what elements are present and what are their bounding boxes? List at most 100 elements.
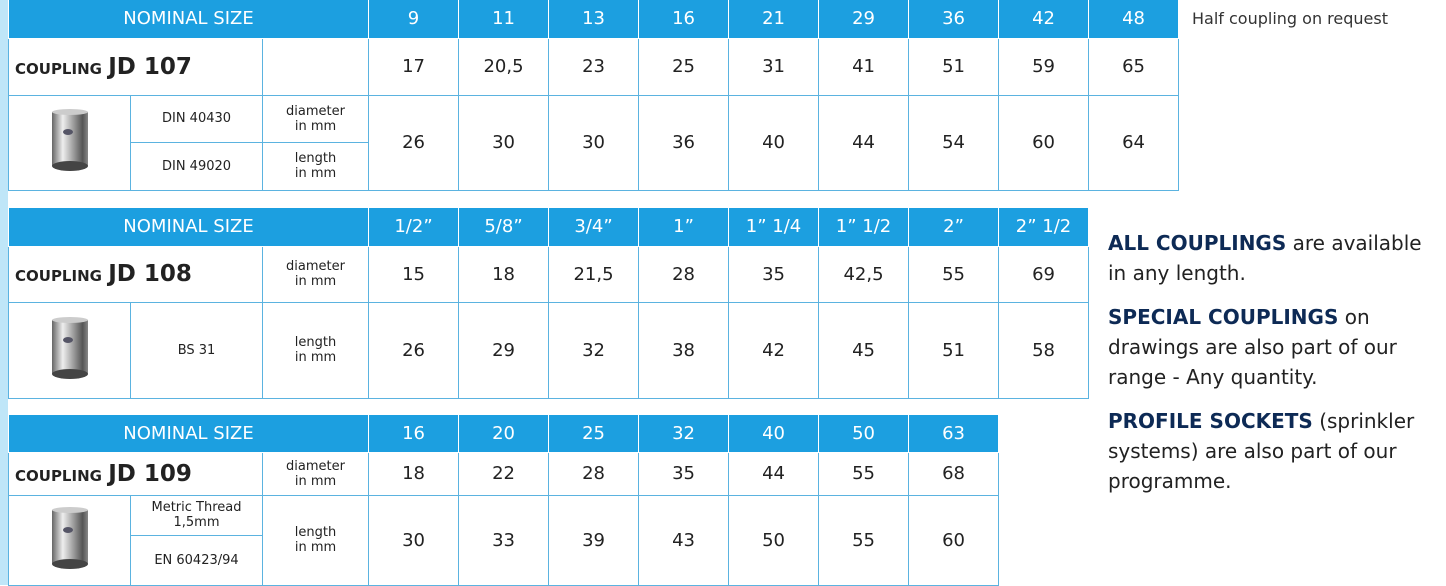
page: Half coupling on request ALL COUPLINGS a… [0, 0, 1446, 585]
value: 38 [639, 302, 729, 398]
note-bold: SPECIAL COUPLINGS [1108, 305, 1338, 329]
value: 64 [1089, 95, 1179, 190]
size: 32 [639, 415, 729, 452]
value: 18 [459, 246, 549, 302]
value: 68 [909, 452, 999, 495]
value: 28 [549, 452, 639, 495]
value: 25 [639, 38, 729, 95]
value: 40 [729, 95, 819, 190]
value: 30 [459, 95, 549, 190]
coupling-image [9, 495, 131, 585]
value: 30 [549, 95, 639, 190]
size: 1” 1/2 [819, 208, 909, 246]
unit: diameter in mm [263, 246, 369, 302]
value: 26 [369, 302, 459, 398]
value: 51 [909, 38, 999, 95]
value: 60 [999, 95, 1089, 190]
value: 22 [459, 452, 549, 495]
coupling-image [9, 95, 131, 190]
size: 1/2” [369, 208, 459, 246]
value: 43 [639, 495, 729, 585]
size: 1” 1/4 [729, 208, 819, 246]
unit: diameter in mm [263, 95, 369, 142]
size: 13 [549, 0, 639, 38]
value: 51 [909, 302, 999, 398]
size: 29 [819, 0, 909, 38]
coupling-prefix: COUPLING [15, 467, 102, 485]
coupling-icon [49, 108, 91, 172]
value: 35 [639, 452, 729, 495]
size: 3/4” [549, 208, 639, 246]
value: 65 [1089, 38, 1179, 95]
coupling-prefix: COUPLING [15, 267, 102, 285]
header-row: NOMINAL SIZE16202532405063 [9, 415, 999, 452]
unit: diameter in mm [263, 452, 369, 495]
note: PROFILE SOCKETS (sprinkler systems) are … [1108, 406, 1446, 496]
value: 44 [819, 95, 909, 190]
value: 42,5 [819, 246, 909, 302]
size: 11 [459, 0, 549, 38]
size: 42 [999, 0, 1089, 38]
value: 26 [369, 95, 459, 190]
value: 54 [909, 95, 999, 190]
value: 45 [819, 302, 909, 398]
value: 18 [369, 452, 459, 495]
coupling-code: JD 107 [108, 54, 192, 80]
header-label: NOMINAL SIZE [9, 415, 369, 452]
value: 55 [819, 495, 909, 585]
coupling-image [9, 302, 131, 398]
value: 23 [549, 38, 639, 95]
coupling: COUPLING JD 107 [9, 38, 263, 95]
half-coupling-note: Half coupling on request [1192, 9, 1388, 28]
size: 2” 1/2 [999, 208, 1089, 246]
empty-cell [263, 38, 369, 95]
size: 16 [369, 415, 459, 452]
size: 1” [639, 208, 729, 246]
value: 36 [639, 95, 729, 190]
unit: length in mm [263, 302, 369, 398]
value: 30 [369, 495, 459, 585]
standard: DIN 40430 [131, 95, 263, 142]
unit: length in mm [263, 142, 369, 190]
size: 63 [909, 415, 999, 452]
value: 58 [999, 302, 1089, 398]
size: 9 [369, 0, 459, 38]
size: 50 [819, 415, 909, 452]
standard: BS 31 [131, 302, 263, 398]
header-label: NOMINAL SIZE [9, 208, 369, 246]
coupling: COUPLING JD 108 [9, 246, 263, 302]
size: 21 [729, 0, 819, 38]
value: 60 [909, 495, 999, 585]
standard: Metric Thread 1,5mm [131, 495, 263, 535]
coupling-code: JD 108 [108, 261, 192, 287]
notes: ALL COUPLINGS are available in any lengt… [1108, 228, 1446, 510]
value: 31 [729, 38, 819, 95]
value: 20,5 [459, 38, 549, 95]
value: 29 [459, 302, 549, 398]
unit: length in mm [263, 495, 369, 585]
value: 32 [549, 302, 639, 398]
size: 20 [459, 415, 549, 452]
value: 21,5 [549, 246, 639, 302]
side-strip [0, 0, 8, 585]
value: 15 [369, 246, 459, 302]
coupling-icon [49, 506, 91, 570]
value: 69 [999, 246, 1089, 302]
value: 17 [369, 38, 459, 95]
value: 55 [819, 452, 909, 495]
value: 35 [729, 246, 819, 302]
value: 59 [999, 38, 1089, 95]
size: 36 [909, 0, 999, 38]
size: 40 [729, 415, 819, 452]
value: 50 [729, 495, 819, 585]
note-bold: PROFILE SOCKETS [1108, 409, 1313, 433]
value: 28 [639, 246, 729, 302]
